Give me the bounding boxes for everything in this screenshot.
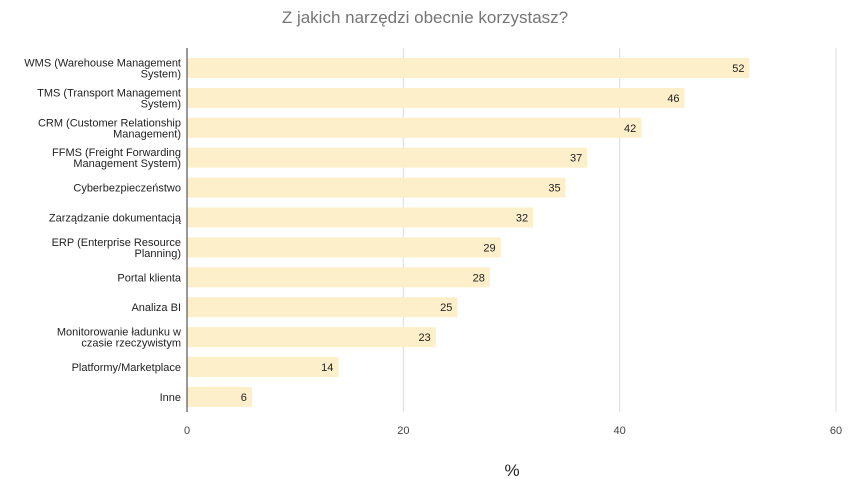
data-label: 29 — [483, 242, 495, 254]
category-label-line: Planning) — [135, 248, 181, 260]
category-label-line: Zarządzanie dokumentacją — [49, 213, 182, 225]
chart-title: Z jakich narzędzi obecnie korzystasz? — [281, 8, 569, 27]
x-tick-label: 20 — [397, 425, 409, 437]
bar — [187, 87, 685, 108]
category-label-line: Management) — [113, 128, 181, 140]
category-label: ERP (Enterprise Resource Planning) — [52, 237, 181, 260]
category-label-line: System) — [141, 69, 181, 81]
category-label: Zarządzanie dokumentacją — [49, 213, 182, 225]
bar — [187, 267, 490, 288]
category-label-line: FFMS (Freight Forwarding — [52, 147, 181, 159]
category-label: Platformy/Marketplace — [72, 362, 181, 374]
data-label: 6 — [241, 392, 247, 404]
x-tick-label: 60 — [830, 425, 842, 437]
category-label: WMS (Warehouse Management System) — [24, 58, 181, 81]
category-label-line: TMS (Transport Management — [37, 87, 181, 99]
category-label-line: Cyberbezpieczeństwo — [73, 183, 181, 195]
category-label-line: Portal klienta — [117, 272, 181, 284]
data-label: 35 — [548, 183, 560, 195]
data-label: 28 — [473, 272, 485, 284]
bar — [187, 58, 750, 78]
category-label: Analiza BI — [131, 302, 181, 314]
bar — [187, 117, 642, 138]
category-label: Monitorowanie ładunku w czasie rzeczywist… — [57, 327, 181, 350]
category-label: Portal klienta — [117, 272, 181, 284]
bar — [187, 237, 501, 258]
bar — [187, 297, 458, 318]
category-label-line: WMS (Warehouse Management — [24, 58, 181, 70]
data-label: 23 — [419, 332, 431, 344]
data-label: 25 — [440, 302, 452, 314]
category-label-line: czasie rzeczywistym — [81, 338, 181, 350]
data-label: 37 — [570, 153, 582, 165]
data-label: 32 — [516, 213, 528, 225]
category-label: Inne — [160, 392, 181, 404]
bar — [187, 147, 588, 168]
data-label: 42 — [624, 123, 636, 135]
category-label: TMS (Transport Management System) — [37, 87, 181, 110]
x-tick-label: 0 — [184, 425, 190, 437]
x-axis-label: % — [504, 461, 520, 480]
bar — [187, 177, 566, 198]
bar — [187, 386, 252, 407]
category-label-line: Inne — [160, 392, 181, 404]
category-label-line: Monitorowanie ładunku w — [57, 327, 181, 339]
bar — [187, 207, 534, 228]
data-label: 46 — [667, 93, 679, 105]
category-label-line: CRM (Customer Relationship — [38, 117, 181, 129]
category-label-line: Management System) — [73, 158, 181, 170]
category-label-line: ERP (Enterprise Resource — [52, 237, 181, 249]
category-label: CRM (Customer Relationship Management) — [38, 117, 181, 140]
category-label: FFMS (Freight Forwarding Management Syste… — [52, 147, 181, 170]
x-tick-label: 40 — [614, 425, 626, 437]
category-label: Cyberbezpieczeństwo — [73, 183, 181, 195]
bar — [187, 357, 339, 377]
data-label: 52 — [732, 63, 744, 75]
category-label-line: Platformy/Marketplace — [72, 362, 181, 374]
bar — [187, 327, 436, 348]
category-label-line: Analiza BI — [131, 302, 181, 314]
data-label: 14 — [321, 362, 333, 374]
category-label-line: System) — [141, 98, 181, 110]
